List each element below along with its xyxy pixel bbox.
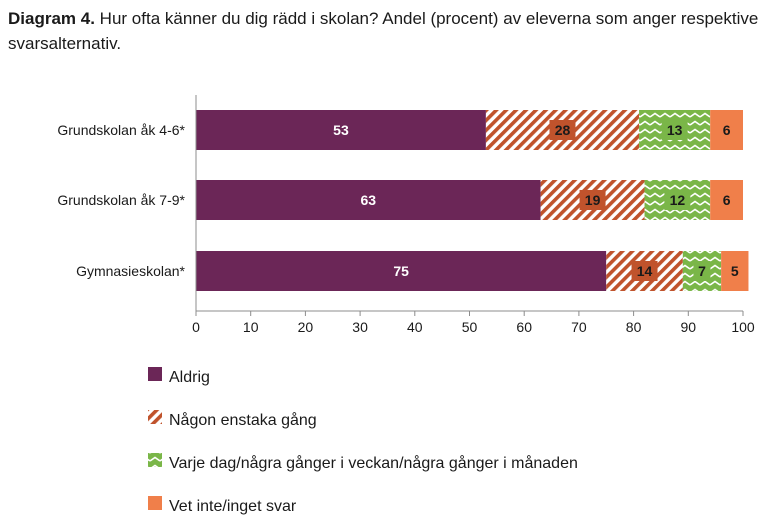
legend-swatch <box>148 410 162 424</box>
plot-area: Grundskolan åk 4-6* 53 28 13 6 Grundskolan åk… <box>57 95 755 335</box>
data-label-background <box>661 120 688 140</box>
bar-segment <box>196 180 541 220</box>
x-tick-label: 30 <box>352 319 368 335</box>
bar-segment <box>721 251 749 291</box>
legend-swatch <box>148 367 162 381</box>
x-tick-label: 40 <box>407 319 423 335</box>
bar-segment <box>196 110 486 150</box>
data-label: 13 <box>667 122 683 138</box>
data-label-background <box>693 261 711 281</box>
x-tick-label: 0 <box>192 319 200 335</box>
data-label-background <box>631 261 658 281</box>
data-label: 14 <box>637 263 653 279</box>
data-label: 53 <box>333 122 349 138</box>
x-tick-label: 20 <box>298 319 314 335</box>
data-label-background <box>549 120 576 140</box>
data-label: 7 <box>698 263 706 279</box>
data-label: 6 <box>723 122 731 138</box>
chart-title-text: Hur ofta känner du dig rädd i skolan? An… <box>8 9 759 53</box>
data-label-background <box>579 190 606 210</box>
category-label: Grundskolan åk 4-6* <box>57 122 185 138</box>
data-label: 5 <box>731 263 739 279</box>
category-label: Gymnasieskolan* <box>76 263 185 279</box>
x-tick-label: 80 <box>626 319 642 335</box>
data-label: 28 <box>555 122 571 138</box>
legend: Aldrig Någon enstaka gång Varje dag/några … <box>148 367 578 515</box>
legend-label: Vet inte/inget svar <box>169 498 297 515</box>
x-tick-label: 100 <box>731 319 755 335</box>
legend-swatch <box>148 496 162 510</box>
data-label: 6 <box>723 192 731 208</box>
legend-label: Aldrig <box>169 369 210 386</box>
bar-segment <box>710 110 743 150</box>
x-tick-label: 10 <box>243 319 259 335</box>
data-label: 63 <box>361 192 377 208</box>
category-label: Grundskolan åk 7-9* <box>57 192 185 208</box>
x-tick-label: 90 <box>681 319 697 335</box>
chart-title: Diagram 4. Hur ofta känner du dig rädd i… <box>8 6 778 56</box>
x-tick-label: 50 <box>462 319 478 335</box>
chart-title-prefix: Diagram 4. <box>8 9 95 28</box>
x-tick-label: 70 <box>571 319 587 335</box>
legend-label: Någon enstaka gång <box>169 411 317 429</box>
data-label: 12 <box>670 192 686 208</box>
data-label: 19 <box>585 192 601 208</box>
data-label: 75 <box>393 263 409 279</box>
x-tick-label: 60 <box>516 319 532 335</box>
legend-swatch <box>148 453 162 467</box>
legend-label: Varje dag/några gånger i veckan/några gå… <box>169 454 578 472</box>
bar-segment <box>196 251 607 291</box>
bar-segment <box>710 180 743 220</box>
data-label-background <box>664 190 691 210</box>
